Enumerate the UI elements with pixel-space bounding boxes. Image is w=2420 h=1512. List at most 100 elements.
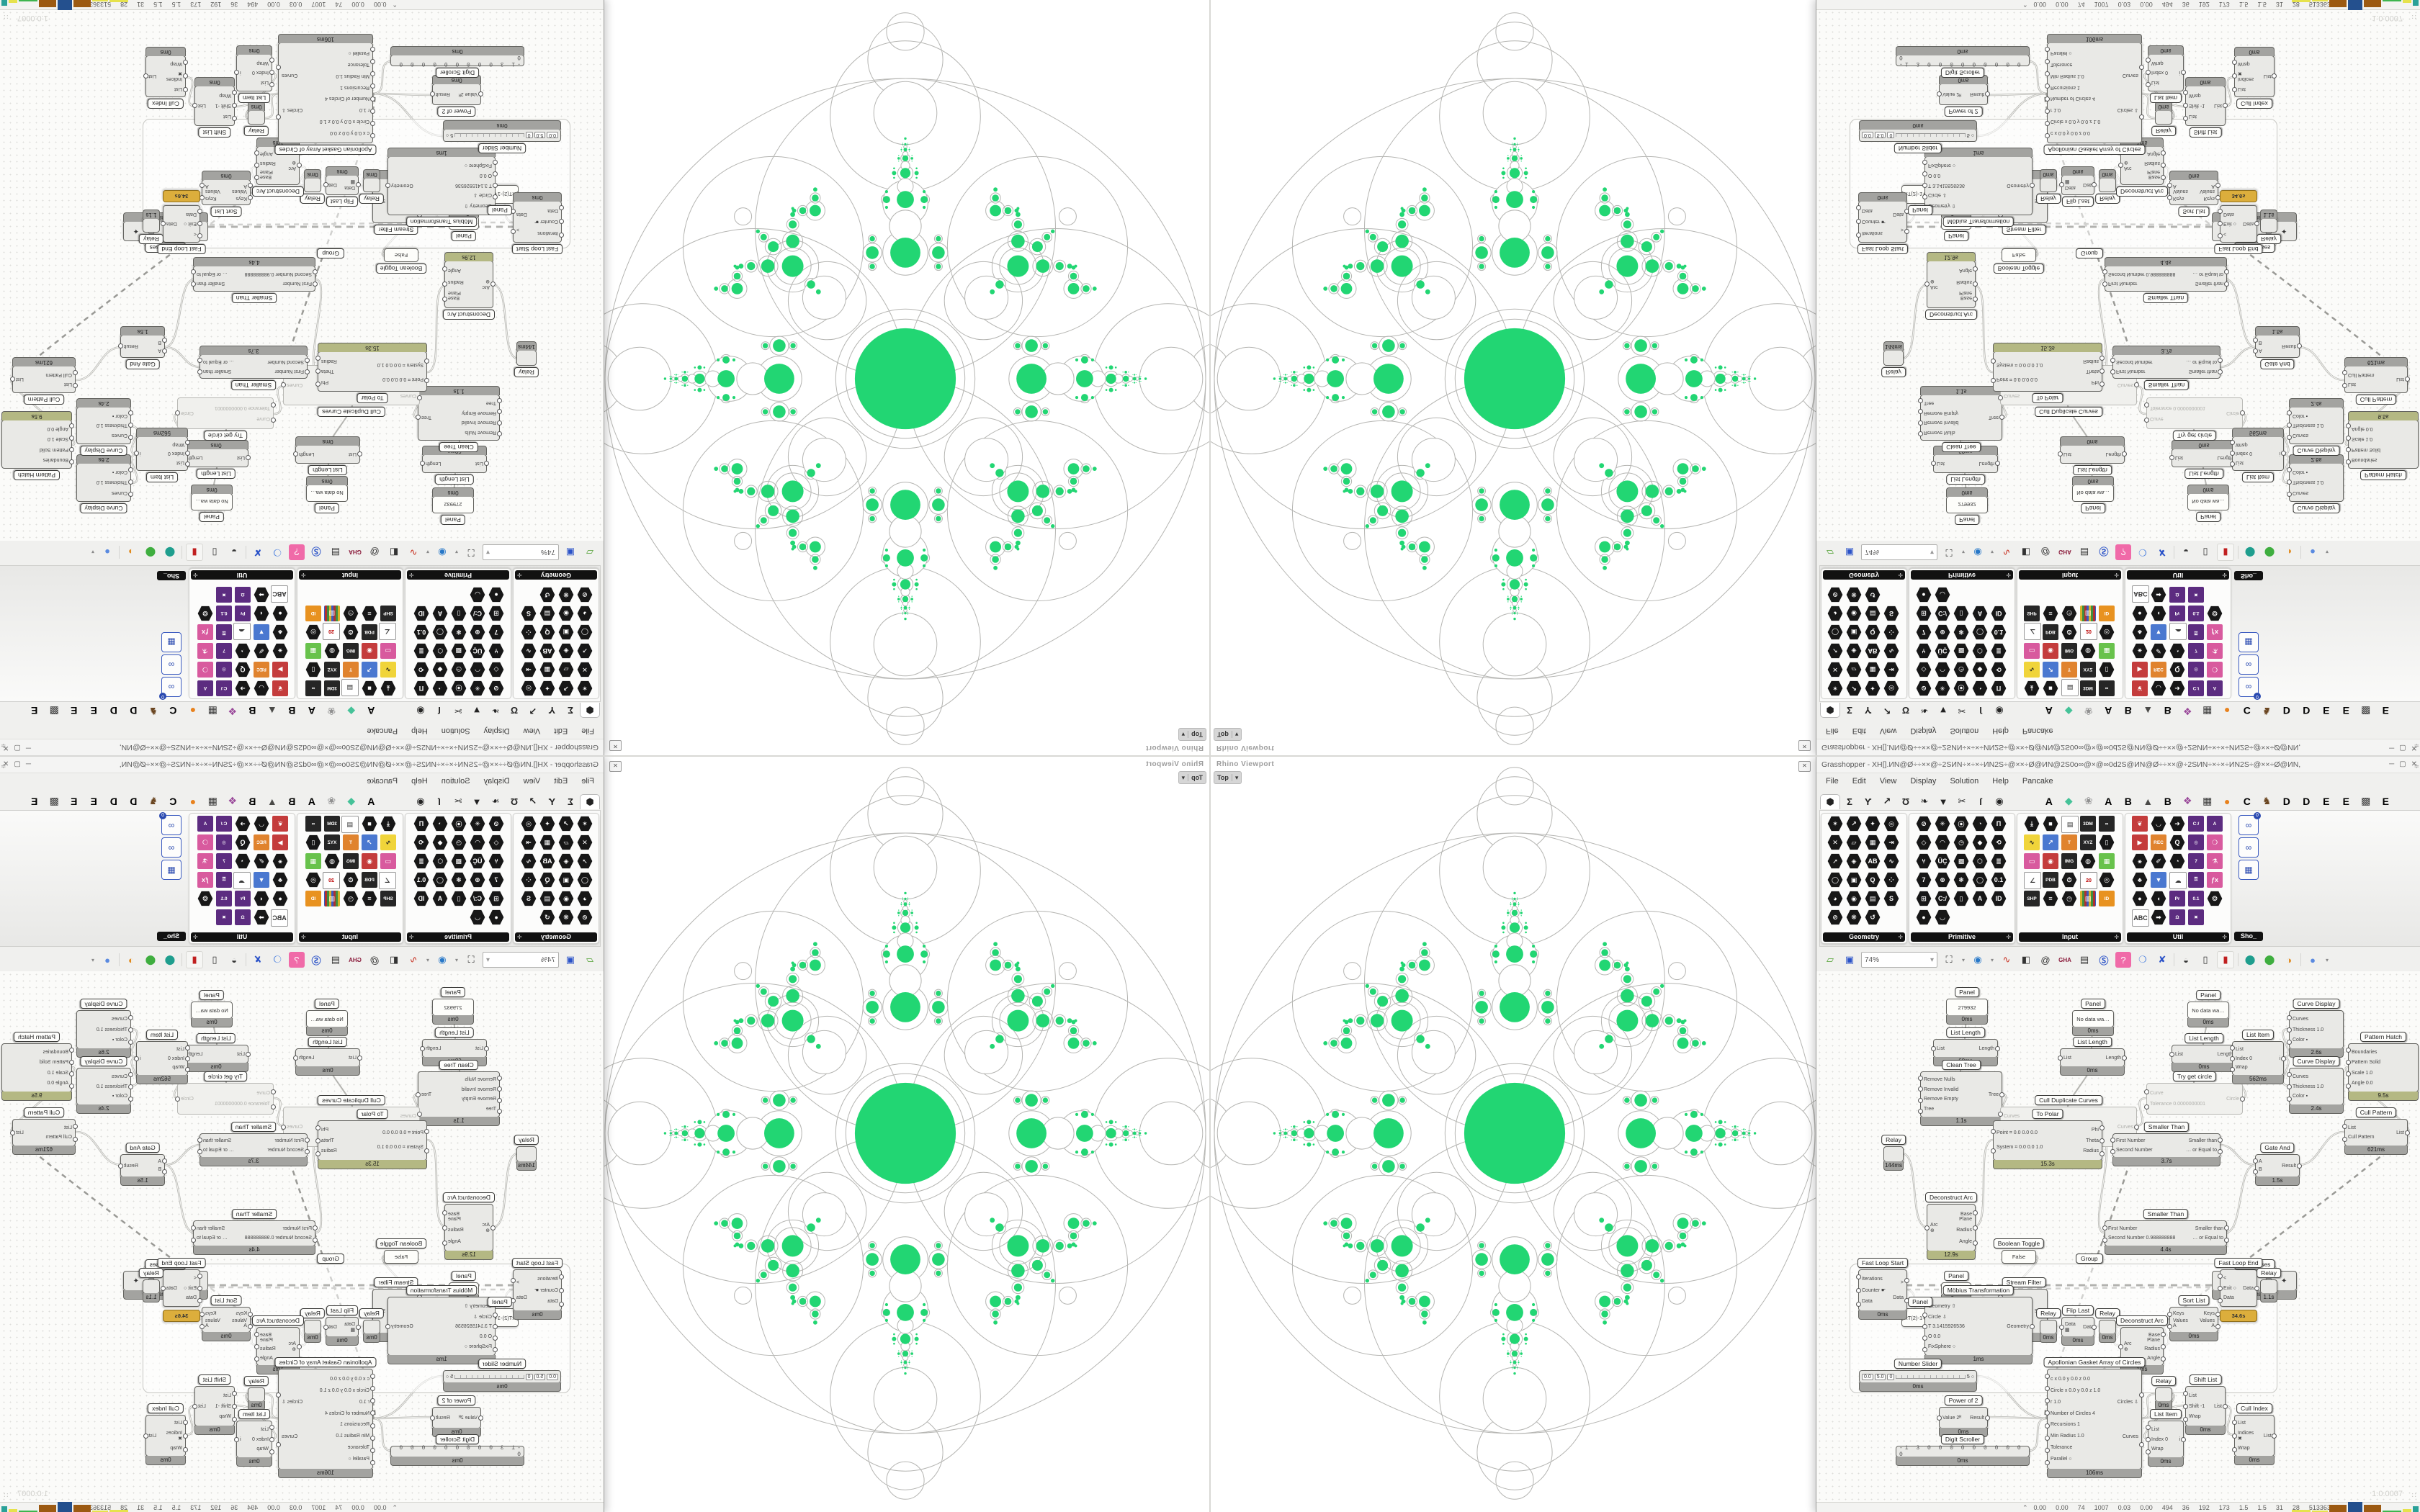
palette-icon-input-1[interactable]: ■ xyxy=(362,680,377,696)
palette-icon-util-0[interactable]: ❦ xyxy=(2132,816,2148,832)
palette-icon-input-12[interactable]: IMG xyxy=(2061,643,2077,659)
gh-node-relay[interactable]: Relay 0ms xyxy=(2036,1308,2061,1343)
palette-icon-input-0[interactable]: ⤓ xyxy=(2024,680,2040,696)
menu-item-edit[interactable]: Edit xyxy=(1852,777,1866,786)
output-port[interactable] xyxy=(293,451,298,456)
sketch-icon[interactable]: ▤ xyxy=(2079,954,2089,965)
palette-icon-input-14[interactable]: ▦ xyxy=(2099,853,2115,869)
palette-icon-primitive-0[interactable]: ⊘ xyxy=(1916,816,1932,832)
palette-icon-primitive-26[interactable]: ◡ xyxy=(470,587,485,603)
gh-node-flip-last[interactable]: Flip Last Data ▦ Data 0ms xyxy=(323,166,361,207)
palette-icon-geometry-7[interactable]: ⇥ xyxy=(1883,834,1899,850)
transform-tab[interactable]: ſ xyxy=(438,705,441,716)
input-port[interactable] xyxy=(305,1138,310,1143)
dropdown-icon[interactable]: ▾ xyxy=(2325,549,2329,556)
palette-icon-primitive-23[interactable]: A xyxy=(432,891,448,906)
input-port[interactable] xyxy=(497,1086,502,1092)
palette-icon-util-7[interactable]: Q xyxy=(235,834,251,850)
gh-node-list-length[interactable]: List LengthListLength60ms xyxy=(420,1027,489,1066)
sets-tab[interactable]: Ƴ xyxy=(548,796,556,807)
plugin-tab-4[interactable]: B xyxy=(2124,705,2132,716)
viewport-projection-button[interactable]: Top ▾ xyxy=(1178,771,1206,784)
palette-icon-util-20[interactable]: ● xyxy=(272,606,288,621)
palette-icon-geometry-20[interactable]: ⊘ xyxy=(577,909,593,925)
ribbon-cross-icon[interactable]: ✘ xyxy=(254,954,262,965)
palette-icon-geometry-19[interactable]: S xyxy=(1883,891,1899,906)
input-port[interactable] xyxy=(197,233,202,238)
gh-node-shift-list[interactable]: Shift List List Shift -1 Wrap List 0ms xyxy=(2183,77,2228,138)
input-port[interactable] xyxy=(2230,1067,2235,1073)
gh-node-to-polar[interactable]: To Polar Point ⌗ 0.0 0.0 0.0 System ⌗ 0.0 … xyxy=(315,1109,429,1169)
sphere-orange-icon[interactable]: ◑ xyxy=(128,546,134,558)
palette-icon-util-13[interactable]: 7 xyxy=(216,853,232,869)
input-port[interactable] xyxy=(370,84,375,89)
palette-icon-primitive-1[interactable]: ✳ xyxy=(1935,816,1950,832)
output-port[interactable] xyxy=(1904,1278,1909,1283)
input-port[interactable] xyxy=(269,70,274,75)
input-port[interactable] xyxy=(1931,1046,1936,1051)
gh-node-gate-and[interactable]: Gate And A B Result 1.5s xyxy=(2253,1143,2302,1186)
slider-body[interactable]: 0.0 5.0 0 5 ○ xyxy=(1860,130,1976,141)
palette-icon-util-14[interactable]: ⚗ xyxy=(197,643,213,659)
output-port[interactable] xyxy=(161,1286,166,1291)
palette-icon-geometry-6[interactable]: ▦ xyxy=(539,834,555,850)
maximize-button[interactable]: ▢ xyxy=(2399,744,2406,752)
params-tab[interactable]: ⬢ xyxy=(1820,794,1840,809)
menu-item-help[interactable]: Help xyxy=(1992,777,2009,786)
output-port[interactable] xyxy=(442,1210,447,1215)
palette-icon-primitive-15[interactable]: 7 xyxy=(488,624,504,640)
palette-icon-geometry-9[interactable]: ◈ xyxy=(558,643,574,659)
plugin-tab-10[interactable]: C xyxy=(169,705,177,716)
input-port[interactable] xyxy=(1924,1225,1930,1230)
input-port[interactable] xyxy=(2346,1071,2351,1077)
gh-node-panel[interactable]: Panel 279932 0ms xyxy=(1946,487,1988,525)
palette-icon-util-13[interactable]: 7 xyxy=(216,643,232,659)
gh-node-list-length[interactable]: List Length List Length 0ms xyxy=(2169,1033,2238,1072)
preview-wire-icon[interactable]: ▯ xyxy=(212,547,218,558)
gh-node-m-bius-transformation[interactable]: Möbius Transformation Geometry ⇧ Circle ⇩ T… xyxy=(1922,148,2035,227)
zoom-extents-icon[interactable]: ⛶ xyxy=(467,547,475,558)
palette-icon-input-3[interactable]: 3DM xyxy=(324,816,340,832)
output-port[interactable] xyxy=(2281,451,2286,456)
palette-icon-primitive-9[interactable]: ⟲ xyxy=(413,662,429,678)
gh-node-relay[interactable]: Relay 0ms xyxy=(2036,169,2061,204)
zoom-level-combo[interactable]: 74% ▾ xyxy=(1861,544,1937,560)
palette-icon-input-8[interactable]: XYZ xyxy=(324,834,340,850)
output-port[interactable] xyxy=(2134,382,2139,387)
exit-solution-icon[interactable]: ◧ xyxy=(2021,954,2031,965)
input-port[interactable] xyxy=(370,108,375,114)
gh-node-apollonian-gasket-array-of-circles[interactable]: Apollonian Gasket Array of Circles c x 0.… xyxy=(274,1357,377,1478)
output-port[interactable] xyxy=(143,73,148,78)
sketch-icon[interactable]: ▤ xyxy=(331,954,341,965)
input-port[interactable] xyxy=(128,492,133,498)
palette-label-util[interactable]: Util ✛ xyxy=(191,932,293,942)
output-port[interactable] xyxy=(2161,1331,2166,1337)
input-port[interactable] xyxy=(2059,1325,2064,1330)
gh-node-pattern-hatch[interactable]: Pattern Hatch Boundaries Pattern Solid Scal… xyxy=(1,1032,74,1101)
input-port[interactable] xyxy=(2144,1089,2149,1094)
palette-icon-input-1[interactable]: ■ xyxy=(2043,816,2058,832)
gh-node-cull-pattern[interactable]: Cull Pattern List Cull Pattern List 621ms xyxy=(10,1107,78,1155)
menu-item-display[interactable]: Display xyxy=(1910,726,1937,735)
gh-node-list-item[interactable]: List Item List Index 0 Wrap i 0ms xyxy=(2146,45,2186,103)
plugin-tab-9[interactable]: ● xyxy=(189,796,196,807)
palette-icon-primitive-2[interactable]: ⦿ xyxy=(1953,680,1969,696)
palette-icon-primitive-4[interactable]: Π xyxy=(1991,680,2007,696)
palette-icon-util-27[interactable]: Ω xyxy=(235,909,251,925)
gh-node-fast-loop-start[interactable]: Fast Loop Start Iterations Counter ☛ Data > D… xyxy=(1856,192,1909,254)
sets-tab[interactable]: Ƴ xyxy=(1864,796,1872,807)
input-port[interactable] xyxy=(497,431,502,437)
palette-label-util[interactable]: Util ✛ xyxy=(2127,932,2229,942)
output-port[interactable] xyxy=(2181,70,2186,75)
dropdown-icon[interactable]: ▾ xyxy=(91,956,95,963)
output-port[interactable] xyxy=(1995,1046,2000,1051)
gh-node-digit-scroller[interactable]: Digit Scroller -1 3 0 0 0 0 0 0 0 0 0 0 0m… xyxy=(1896,1434,2030,1466)
output-port[interactable] xyxy=(134,1056,139,1061)
palette-icon-primitive-15[interactable]: 7 xyxy=(1916,872,1932,888)
palette-icon-primitive-19[interactable]: 0.1 xyxy=(1991,872,2007,888)
input-port[interactable] xyxy=(2183,90,2188,95)
output-port[interactable] xyxy=(276,1392,281,1398)
gh-node-pattern-hatch[interactable]: Pattern Hatch Boundaries Pattern Solid Scal… xyxy=(1,411,74,480)
wire-display-icon[interactable]: ∿ xyxy=(2002,547,2011,558)
gh-node-fast-loop-end[interactable]: Fast Loop End < Exit ○ Data Data xyxy=(157,205,206,254)
